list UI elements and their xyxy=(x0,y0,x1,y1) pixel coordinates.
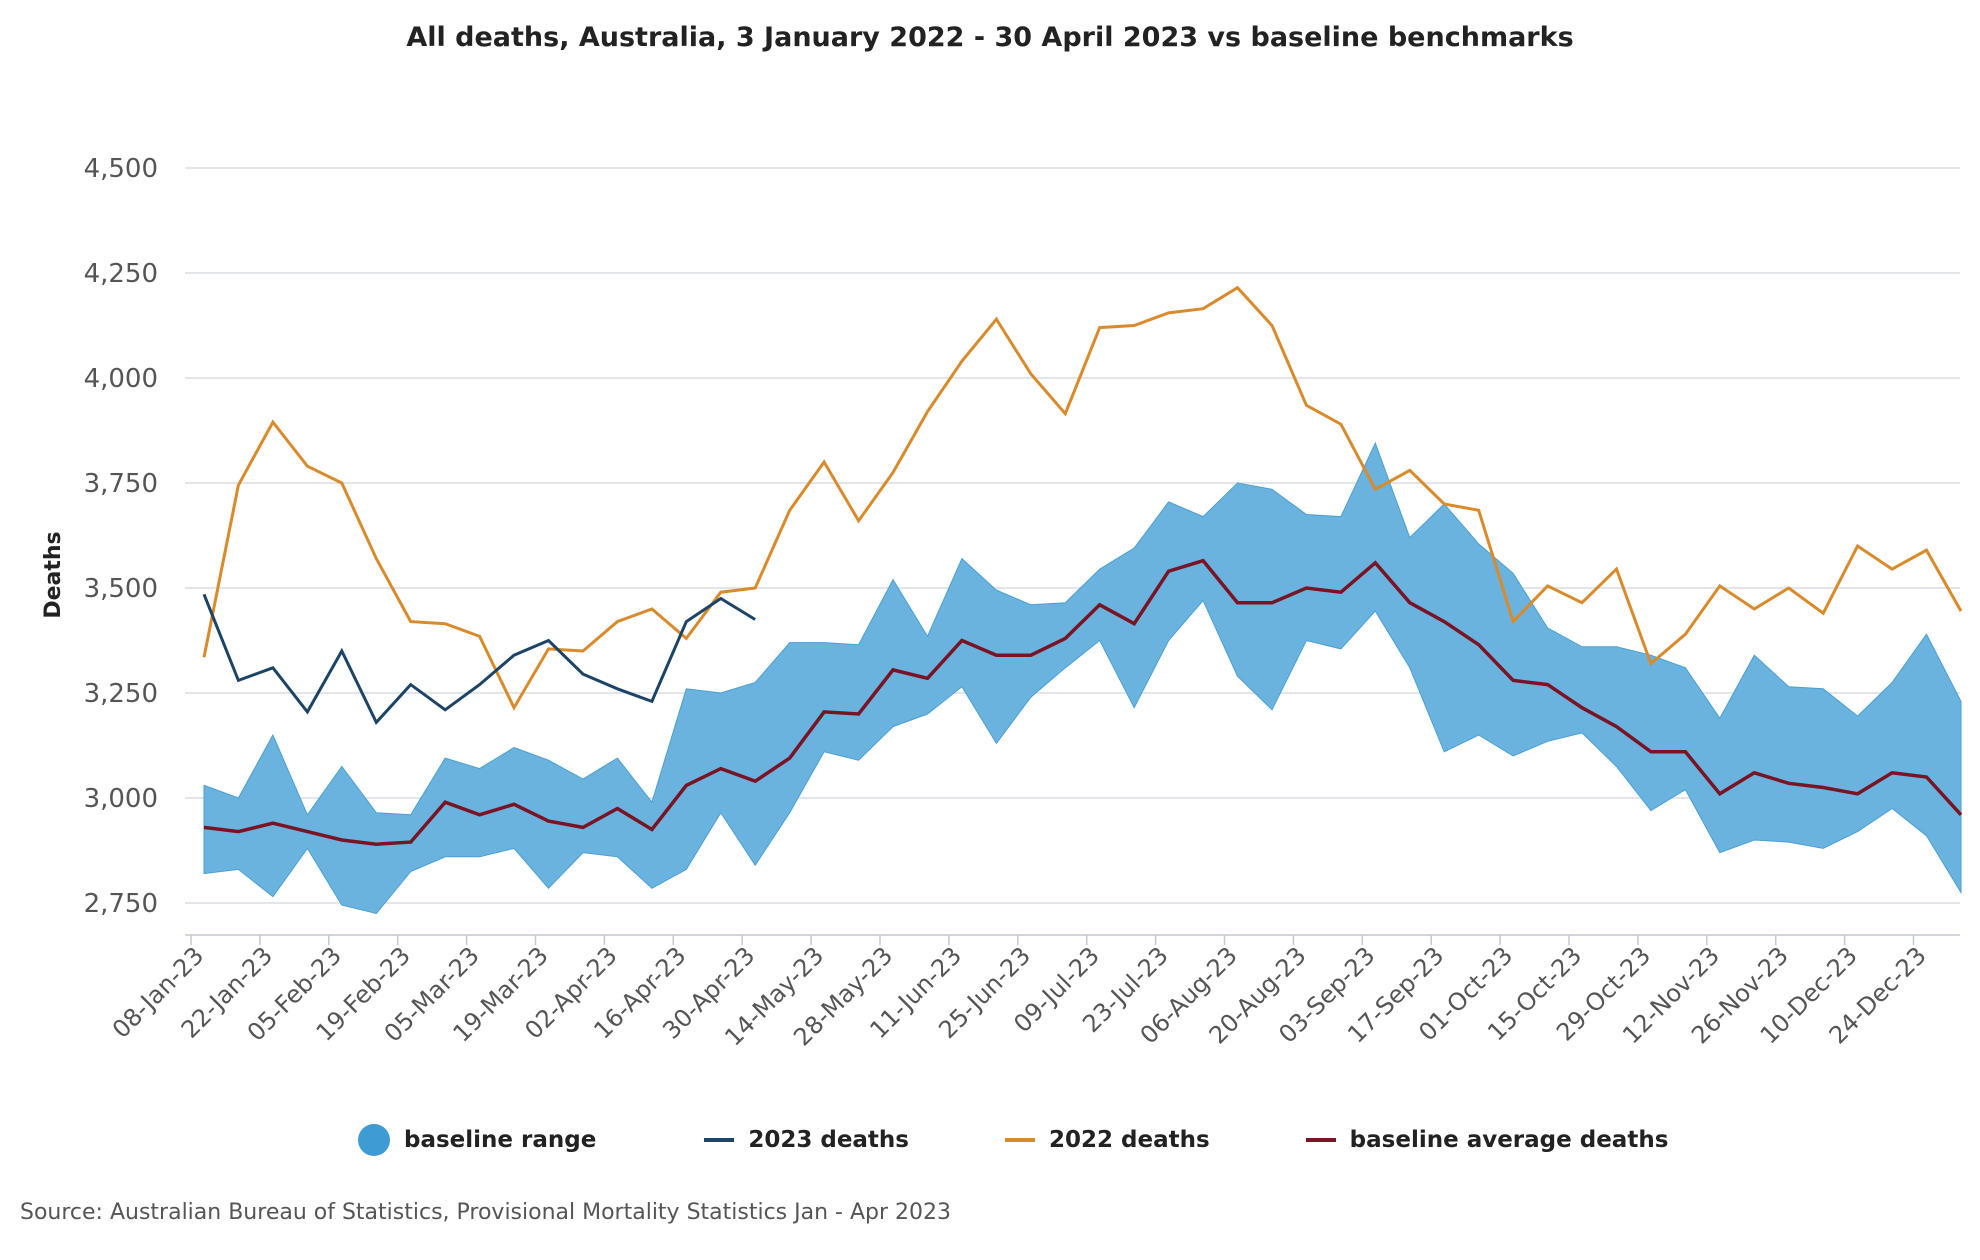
y-tick-label: 2,750 xyxy=(84,889,158,919)
baseline-range-band xyxy=(203,441,1962,915)
legend-item-baseline-range[interactable]: baseline range xyxy=(358,1124,596,1156)
legend-label-2022-deaths: 2022 deaths xyxy=(1049,1127,1210,1153)
baseline-range-area xyxy=(203,441,1962,915)
2022-deaths-swatch-icon xyxy=(1005,1138,1035,1142)
legend-item-baseline-average[interactable]: baseline average deaths xyxy=(1305,1127,1669,1153)
baseline-range-swatch-icon xyxy=(358,1124,390,1156)
y-tick-label: 4,250 xyxy=(84,259,158,289)
2023-deaths-swatch-icon xyxy=(704,1138,735,1142)
legend-item-2022-deaths[interactable]: 2022 deaths xyxy=(1005,1127,1210,1153)
baseline-average-swatch-icon xyxy=(1305,1138,1336,1142)
legend-item-2023-deaths[interactable]: 2023 deaths xyxy=(704,1127,909,1153)
chart-title: All deaths, Australia, 3 January 2022 - … xyxy=(406,22,1574,53)
baseline-average-line xyxy=(203,558,1963,846)
legend-label-baseline-range: baseline range xyxy=(404,1127,597,1153)
legend-label-2023-deaths: 2023 deaths xyxy=(748,1127,909,1153)
y-tick-label: 3,500 xyxy=(84,574,158,604)
y-axis-label: Deaths xyxy=(41,531,66,618)
deaths-2023-line xyxy=(202,593,756,726)
legend-label-baseline-average: baseline average deaths xyxy=(1349,1127,1669,1153)
y-tick-label: 3,750 xyxy=(84,469,158,499)
deaths-2022-line xyxy=(202,285,1963,711)
source-note: Source: Australian Bureau of Statistics,… xyxy=(20,1200,952,1225)
legend: baseline range 2023 deaths 2022 deaths b… xyxy=(358,1118,1728,1162)
line-chart: 2,750 3,000 3,250 3,500 3,750 4,000 4,250 4,500… xyxy=(41,154,1963,1051)
y-tick-label: 3,000 xyxy=(84,784,158,814)
y-tick-label: 4,000 xyxy=(84,364,158,394)
series-lines xyxy=(202,285,1963,846)
y-tick-label: 3,250 xyxy=(84,679,158,709)
y-tick-label: 4,500 xyxy=(84,154,158,184)
